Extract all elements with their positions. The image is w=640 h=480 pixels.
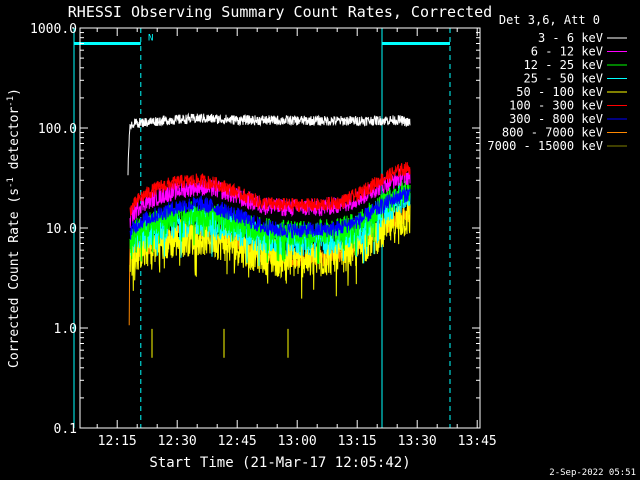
legend-label-50-100-kev: 50 - 100 keV (516, 85, 603, 99)
x-tick-label-12-15: 12:15 (98, 434, 137, 449)
legend-label-25-50-kev: 25 - 50 keV (524, 72, 603, 86)
x-tick-label-13-15: 13:15 (338, 434, 377, 449)
series-line-3-6-kev (127, 112, 411, 176)
legend-label-7000-15000-kev: 7000 - 15000 keV (487, 139, 603, 153)
legend-label-12-25-kev: 12 - 25 keV (524, 58, 603, 72)
series-line-300-800-kev (129, 187, 411, 240)
legend-label-100-300-kev: 100 - 300 keV (509, 99, 603, 113)
series-line-12-25-kev (129, 178, 411, 264)
y-tick-label-1000-0: 1000.0 (30, 22, 77, 37)
footer-timestamp: 2-Sep-2022 05:51 (549, 468, 636, 478)
y-axis-label-part1: Corrected Count Rate (s (7, 188, 22, 368)
x-tick-label-12-30: 12:30 (158, 434, 197, 449)
legend-label-6-12-kev: 6 - 12 keV (531, 45, 603, 59)
x-tick-label-13-30: 13:30 (398, 434, 437, 449)
legend-label-300-800-kev: 300 - 800 keV (509, 112, 603, 126)
y-axis-label-part2: detector (7, 107, 22, 178)
legend-label-3-6-kev: 3 - 6 keV (538, 31, 603, 45)
legend-title: Det 3,6, Att 0 (499, 13, 600, 27)
y-axis-ticks: 0.1 1.0 10.0 100.0 1000.0 (30, 22, 480, 437)
y-axis-label-part3: ) (7, 88, 22, 96)
y-tick-label-1-0: 1.0 (54, 322, 77, 337)
series-line-100-300-kev (129, 162, 411, 217)
y-tick-label-100-0: 100.0 (38, 122, 77, 137)
y-axis-label-exponent1: -1 (6, 177, 16, 188)
y-tick-label-10-0: 10.0 (46, 222, 77, 237)
x-axis-label: Start Time (21-Mar-17 12:05:42) (149, 455, 410, 471)
y-axis-label: Corrected Count Rate (s-1 detector-1) (6, 88, 22, 368)
flag-annotation-1: N (148, 33, 153, 43)
y-tick-label-0-1: 0.1 (54, 422, 77, 437)
y-axis-label-exponent2: -1 (6, 96, 16, 107)
legend-label-800-7000-kev: 800 - 7000 keV (502, 126, 603, 140)
chart-title: RHESSI Observing Summary Count Rates, Co… (68, 3, 492, 21)
x-tick-label-13-00: 13:00 (278, 434, 317, 449)
plot-area: N (73, 28, 451, 428)
x-tick-label-13-45: 13:45 (458, 434, 497, 449)
x-axis-ticks: 12:15 12:30 12:45 13:00 13:15 13:30 13:45 (96, 28, 497, 449)
x-tick-label-12-45: 12:45 (218, 434, 257, 449)
